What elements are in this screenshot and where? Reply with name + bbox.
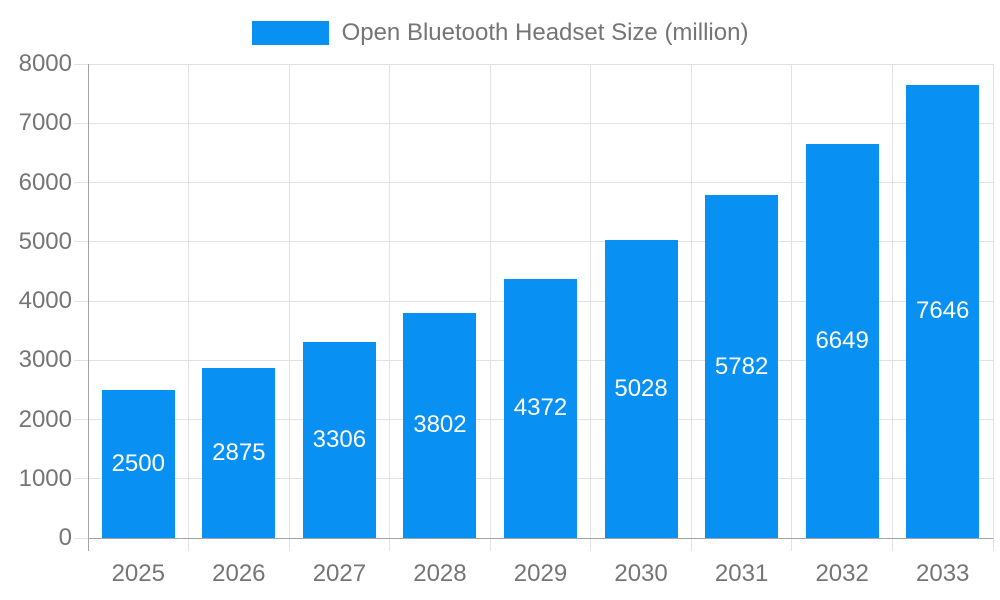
v-gridline [188, 64, 190, 551]
x-axis-tick-label: 2025 [111, 560, 165, 587]
y-axis-tick-label: 6000 [18, 168, 72, 196]
x-axis-tick-label: 2032 [815, 560, 869, 587]
y-axis-tick-label: 5000 [18, 227, 72, 255]
bar-2027[interactable]: 3306 [302, 342, 376, 538]
y-axis-tick-label: 4000 [18, 287, 72, 314]
v-gridline [288, 64, 290, 551]
bar-2026[interactable]: 2875 [202, 367, 276, 538]
x-axis-tick-label: 2033 [916, 560, 970, 587]
v-gridline [690, 64, 692, 551]
bar-value-label: 5782 [714, 352, 769, 380]
bar-value-label: 5028 [614, 375, 668, 403]
x-axis-tick-label: 2031 [714, 560, 769, 587]
x-axis-tick-label: 2026 [212, 560, 266, 587]
h-gridline [74, 63, 993, 65]
v-gridline [389, 64, 391, 551]
x-axis-tick-label: 2029 [513, 560, 568, 587]
bar-2033[interactable]: 7646 [906, 84, 980, 538]
v-gridline [891, 64, 893, 551]
v-gridline [590, 64, 592, 551]
bar-2032[interactable]: 6649 [805, 144, 879, 538]
v-gridline [791, 64, 793, 551]
bar-value-label: 2875 [212, 438, 266, 466]
legend-swatch [251, 21, 329, 45]
bar-value-label: 6649 [815, 327, 869, 354]
bar-value-label: 2500 [111, 449, 165, 477]
y-axis-tick-label: 8000 [18, 50, 72, 77]
bar-2031[interactable]: 5782 [705, 195, 779, 538]
y-axis-tick-label: 1000 [18, 464, 72, 492]
x-axis-tick-label: 2027 [312, 560, 367, 587]
legend-label: Open Bluetooth Headset Size (million) [341, 19, 749, 46]
x-axis-tick-label: 2028 [413, 560, 467, 587]
y-axis-tick-label: 7000 [18, 109, 72, 137]
y-axis-tick-label: 3000 [18, 346, 72, 374]
bar-value-label: 3306 [312, 426, 367, 454]
v-gridline [489, 64, 491, 551]
v-gridline [87, 64, 89, 551]
y-axis-tick-label: 2000 [18, 405, 72, 433]
bar-value-label: 3802 [413, 411, 467, 439]
bar-2030[interactable]: 5028 [604, 240, 678, 538]
bar-2025[interactable]: 2500 [101, 389, 175, 538]
h-gridline [74, 122, 993, 124]
bar-2028[interactable]: 3802 [403, 312, 477, 538]
v-gridline [992, 64, 994, 551]
bar-2029[interactable]: 4372 [504, 278, 577, 538]
bar-value-label: 7646 [916, 297, 970, 325]
legend-item[interactable]: Open Bluetooth Headset Size (million) [0, 19, 1000, 47]
x-axis-tick-label: 2030 [614, 560, 668, 587]
bar-value-label: 4372 [513, 394, 568, 422]
y-axis-line [87, 64, 89, 551]
y-axis-tick-label: 0 [58, 524, 72, 551]
